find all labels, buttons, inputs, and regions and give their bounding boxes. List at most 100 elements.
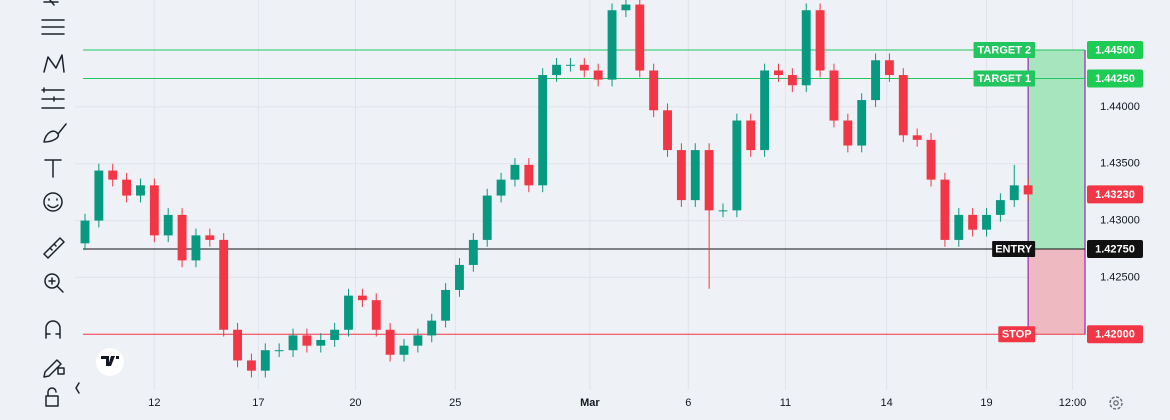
price-badge: [1087, 240, 1143, 259]
settings-gear-center: [1113, 400, 1119, 406]
tool-fib[interactable]: [41, 19, 65, 35]
x-tick-label: 12:00: [1059, 397, 1087, 409]
candle-body: [177, 214, 187, 261]
candle-body: [122, 179, 132, 196]
x-tick-label: 11: [780, 397, 791, 409]
y-tick-label: 1.43000: [1100, 214, 1140, 226]
candle-body: [760, 70, 770, 151]
candle-body: [898, 75, 908, 136]
toolbar-collapse[interactable]: [75, 382, 80, 394]
candle-body: [995, 200, 1005, 215]
price-badge-label: 1.42000: [1095, 329, 1135, 341]
price-badge-label: 1.44500: [1095, 44, 1135, 56]
candle-body: [801, 10, 811, 86]
tool-magnet[interactable]: [45, 320, 61, 339]
candle-body: [704, 150, 714, 211]
candle-body: [926, 139, 936, 180]
tool-ruler[interactable]: [43, 237, 65, 259]
x-tick-label: 19: [980, 397, 992, 409]
candle-body: [1009, 185, 1019, 201]
tool-emoji-face: [47, 198, 59, 209]
tool-lock-draw[interactable]: [43, 359, 65, 378]
tool-text[interactable]: [44, 159, 62, 178]
candle-body: [829, 70, 839, 121]
candle-body: [219, 239, 229, 330]
candle-body: [330, 329, 340, 340]
candle-body: [635, 4, 645, 71]
price-badge-label: 1.42750: [1095, 243, 1135, 255]
candle-body: [108, 170, 118, 180]
price-badge: [1087, 69, 1143, 88]
candle-body: [552, 64, 561, 76]
candle-body: [205, 235, 215, 240]
logo-mark: [101, 356, 119, 366]
plot-area: 1.42500 1.43000 1.43500 1.44000 12 17 20 25 Mar 6…: [75, 0, 1143, 409]
tool-emoji[interactable]: [43, 192, 63, 212]
x-tick-label: 17: [252, 397, 264, 409]
candle-body: [538, 75, 548, 186]
candle-body: [663, 110, 672, 151]
candle-body: [288, 335, 298, 351]
level-tag: [998, 326, 1036, 343]
x-tick-label: 14: [881, 397, 893, 409]
candle-body: [246, 360, 256, 371]
candle-body: [676, 150, 686, 201]
candle-body: [482, 195, 492, 240]
y-tick-label: 1.42500: [1100, 271, 1140, 283]
candle-body: [940, 179, 950, 240]
candle-body: [746, 120, 756, 151]
candle-body: [968, 214, 978, 230]
candle-body: [871, 60, 881, 101]
candle-body: [524, 164, 534, 186]
level-label: TARGET 1: [978, 73, 1032, 85]
candle-body: [136, 185, 145, 196]
price-badge-label: 1.44250: [1095, 73, 1135, 85]
candle-body: [774, 70, 783, 76]
candle-body: [441, 289, 451, 321]
x-tick-label: 12: [148, 397, 160, 409]
y-tick-label: 1.43500: [1100, 158, 1140, 170]
candle-body: [718, 210, 728, 212]
candle-body: [593, 70, 603, 80]
candle-body: [787, 75, 797, 86]
candle-body: [621, 4, 631, 11]
candle-body: [163, 214, 173, 236]
tool-lock[interactable]: [45, 387, 59, 407]
candle-body: [496, 179, 506, 196]
tool-prediction[interactable]: [41, 87, 65, 109]
settings-gear[interactable]: [1109, 396, 1123, 410]
candle-body: [690, 150, 700, 201]
candle-body: [191, 235, 201, 261]
level-tag: [973, 70, 1036, 87]
tool-line[interactable]: [43, 0, 59, 6]
candle-body: [649, 70, 659, 111]
candle-body: [357, 295, 367, 301]
tool-brush[interactable]: [43, 123, 67, 143]
level-tag: [992, 241, 1036, 258]
candle-body: [468, 239, 478, 265]
candle-body: [857, 100, 867, 146]
level-tag: [973, 42, 1036, 59]
candle-body: [302, 335, 312, 346]
settings[interactable]: [1109, 396, 1123, 410]
candle-body: [912, 135, 922, 140]
candle-body: [455, 264, 464, 290]
level-label: ENTRY: [995, 243, 1033, 255]
candle-body: [607, 10, 617, 80]
tool-pattern[interactable]: [43, 54, 65, 73]
candle-body: [884, 60, 894, 76]
profit-zone: [1028, 50, 1085, 250]
candle-body: [954, 214, 964, 240]
x-tick-label: 6: [685, 397, 691, 409]
price-badge: [1087, 41, 1143, 60]
candle-body: [510, 164, 520, 180]
tool-zoom[interactable]: [44, 273, 60, 289]
tool-zoom-handle: [48, 277, 64, 293]
x-tick-label: 25: [449, 397, 461, 409]
toolbar: [41, 0, 80, 407]
candle-body: [579, 64, 589, 71]
candle-body: [385, 329, 395, 355]
candle-body: [399, 345, 409, 355]
